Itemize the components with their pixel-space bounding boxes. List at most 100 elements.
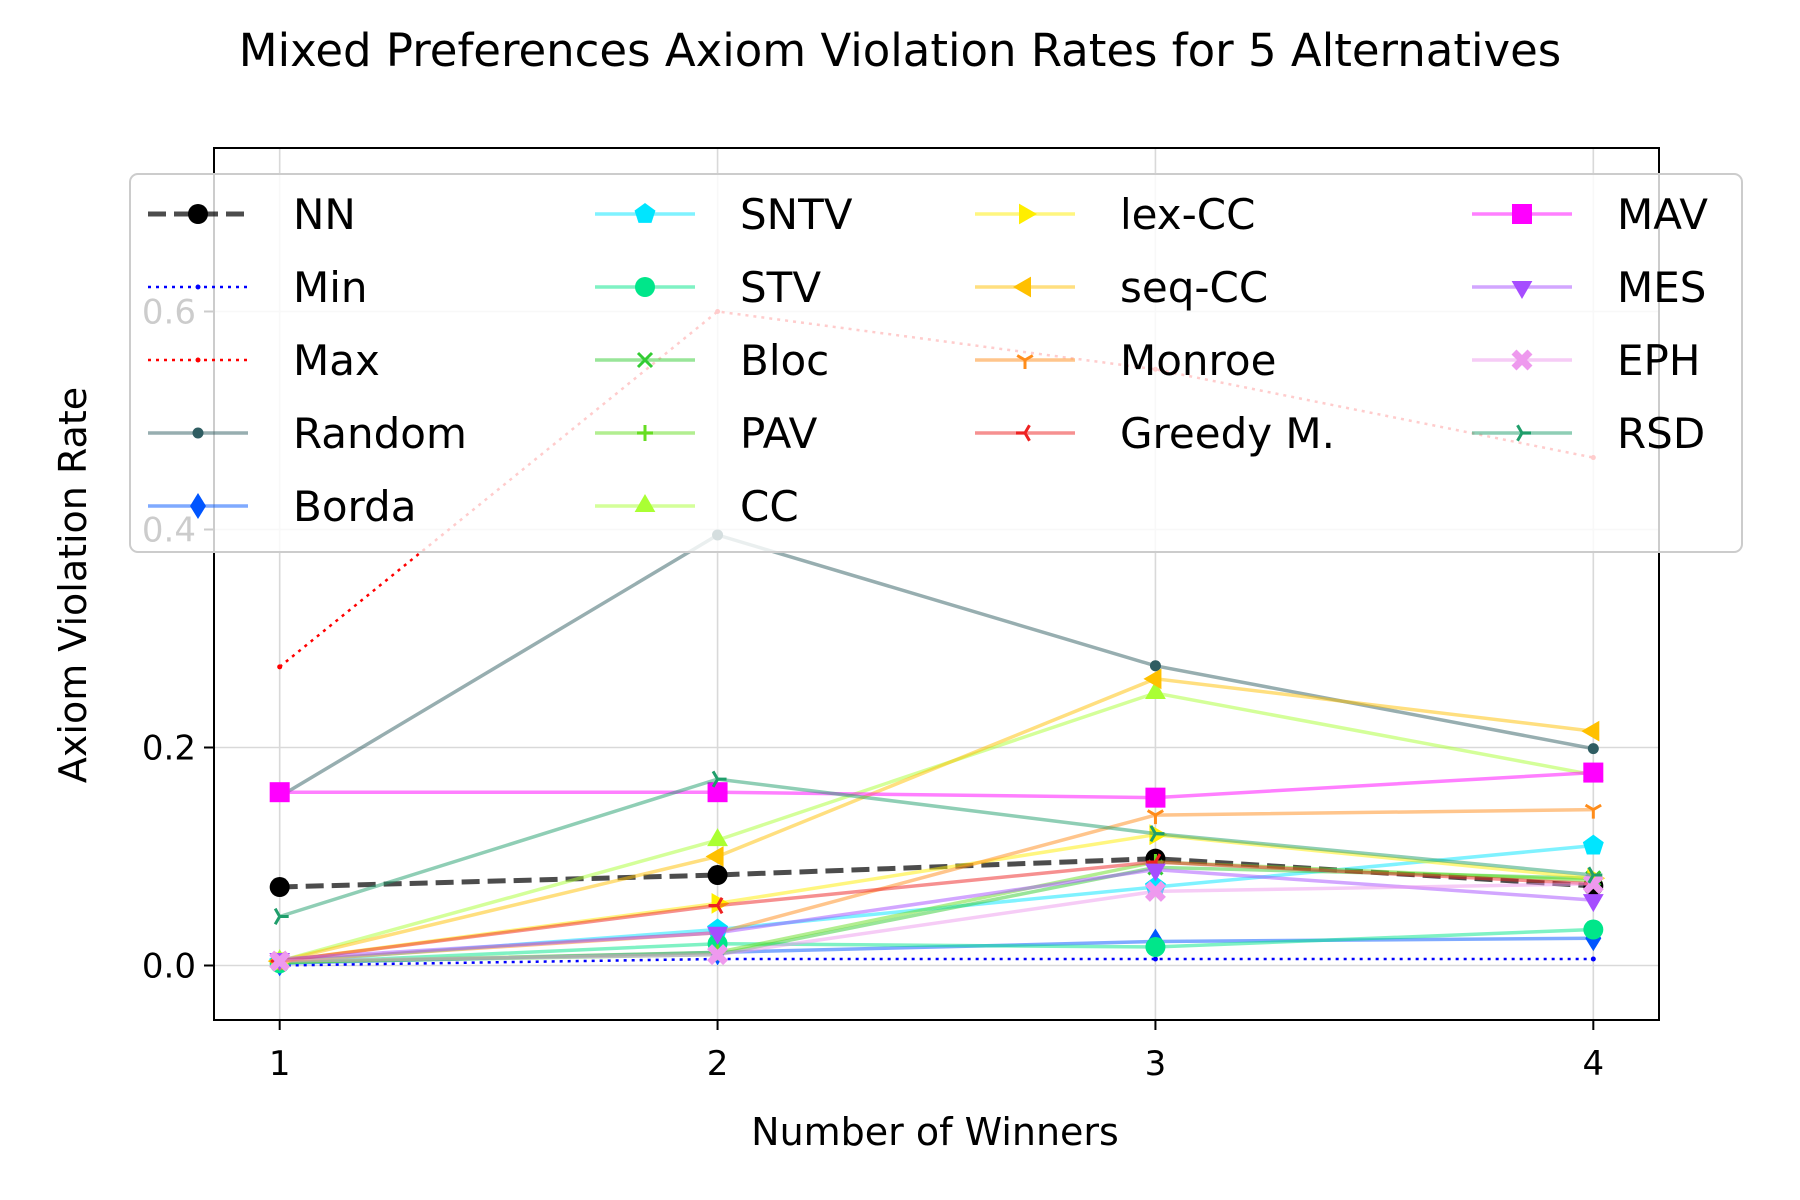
series-line [279, 927, 1594, 966]
data-point [1149, 660, 1161, 672]
legend-marker [634, 203, 656, 223]
data-point [707, 944, 729, 966]
legend-entry-max: Max [148, 336, 380, 385]
legend-label: MAV [1617, 190, 1708, 239]
series-line [279, 677, 1594, 963]
data-point [707, 782, 728, 803]
data-point [705, 846, 724, 867]
data-point [1143, 668, 1162, 690]
y-tick-label: 0.2 [142, 729, 196, 769]
legend-entry-min: Min [148, 263, 368, 312]
legend-entry-random: Random [148, 409, 467, 458]
data-point [269, 877, 290, 898]
data-point [1145, 681, 1166, 699]
data-point [1584, 803, 1602, 819]
data-point [711, 892, 730, 914]
series-line [279, 957, 1594, 967]
legend-entry-sntv: SNTV [595, 190, 853, 239]
data-point [1145, 936, 1166, 957]
legend-entry-pav: PAV [595, 409, 818, 458]
series-line [279, 777, 1594, 919]
data-point [708, 897, 724, 915]
legend-label: Min [293, 263, 368, 312]
legend-label: Bloc [740, 336, 829, 385]
data-series [267, 309, 1606, 977]
legend-label: seq-CC [1120, 263, 1268, 312]
legend-entry-greedy-m: Greedy M. [975, 409, 1335, 458]
data-point [1145, 863, 1166, 882]
legend-label: CC [740, 482, 799, 531]
data-point [1149, 825, 1165, 843]
data-point [1587, 866, 1603, 884]
legend-label: NN [293, 190, 356, 239]
series-rsd [273, 770, 1603, 925]
data-point [707, 828, 728, 847]
legend-marker [1516, 424, 1531, 442]
legend-marker [1013, 276, 1031, 298]
series-line [279, 882, 1594, 963]
x-tick-label: 1 [269, 1044, 291, 1084]
data-point [1583, 919, 1604, 940]
legend-entry-stv: STV [595, 263, 821, 312]
legend-marker [1016, 354, 1034, 369]
legend-entry-mes: MES [1472, 263, 1706, 312]
legend-marker [635, 277, 655, 297]
series-eph [269, 873, 1604, 972]
y-axis-label: Axiom Violation Rate [51, 387, 95, 783]
data-point [711, 770, 727, 788]
series-line [279, 770, 1594, 800]
series-line [279, 867, 1594, 961]
legend-label: RSD [1617, 409, 1705, 458]
series-seq-cc [267, 668, 1600, 972]
data-point [269, 782, 290, 803]
legend-entry-borda: Borda [148, 482, 416, 531]
data-point [1146, 809, 1164, 825]
legend-label: SNTV [740, 190, 853, 239]
legend-entry-rsd: RSD [1472, 409, 1705, 458]
legend-marker [1511, 281, 1533, 299]
legend-marker [195, 284, 201, 290]
legend-label: STV [740, 263, 821, 312]
data-point [1582, 834, 1604, 855]
chart-title: Mixed Preferences Axiom Violation Rates … [239, 24, 1561, 77]
legend-entry-bloc: Bloc [595, 336, 829, 385]
legend-marker [637, 425, 653, 441]
series-mav [269, 762, 1604, 808]
legend-marker [634, 494, 656, 512]
legend-marker [188, 204, 208, 224]
x-tick-label: 2 [707, 1044, 729, 1084]
series-borda [271, 925, 1602, 977]
data-point [277, 664, 283, 670]
data-point [1590, 956, 1596, 962]
legend-entry-eph: EPH [1472, 336, 1700, 385]
legend-label: lex-CC [1120, 190, 1255, 239]
legend-label: Greedy M. [1120, 409, 1335, 458]
legend-marker [1512, 204, 1532, 224]
series-random [274, 529, 1599, 803]
legend-entry-cc: CC [595, 482, 799, 531]
data-point [1583, 762, 1604, 783]
legend: NN Min Max Random Borda SNTV STV Bloc PAV CC lex-C… [129, 173, 1743, 553]
legend-marker [190, 493, 206, 519]
legend-label: MES [1617, 263, 1706, 312]
legend-marker [636, 351, 654, 369]
data-point [273, 907, 289, 925]
y-tick-label: 0.0 [142, 947, 196, 987]
legend-entry-nn: NN [148, 190, 356, 239]
data-point [1145, 787, 1166, 808]
legend-marker [195, 357, 201, 363]
x-axis-label: Number of Winners [751, 1110, 1119, 1154]
data-point [1582, 894, 1604, 913]
legend-marker [192, 427, 204, 439]
legend-entry-seq-cc: seq-CC [975, 263, 1268, 312]
data-point [1144, 880, 1166, 902]
legend-label: Max [293, 336, 380, 385]
data-point [1587, 743, 1599, 755]
legend-marker [1511, 349, 1533, 371]
legend-label: EPH [1617, 336, 1700, 385]
legend-entry-monroe: Monroe [975, 336, 1276, 385]
legend-label: Random [293, 409, 467, 458]
data-point [269, 950, 291, 972]
data-point [1152, 956, 1158, 962]
data-point [1582, 873, 1604, 895]
